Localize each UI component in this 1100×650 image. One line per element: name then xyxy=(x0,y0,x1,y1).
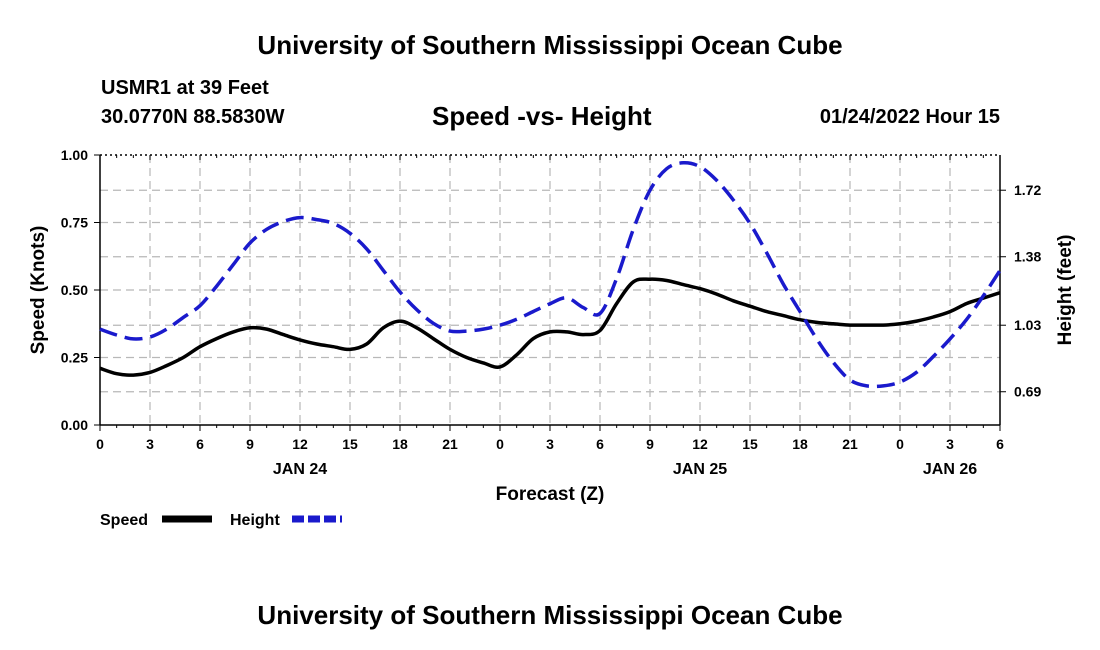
legend-height-label: Height xyxy=(230,512,280,529)
data-series xyxy=(99,161,1002,389)
y-tick-label: 0.25 xyxy=(61,350,88,366)
x-tick-label: 12 xyxy=(292,436,308,452)
x-tick-label: 0 xyxy=(896,436,904,452)
y2-tick-label: 1.72 xyxy=(1014,182,1041,198)
y2-tick-label: 0.69 xyxy=(1014,384,1041,400)
y-tick-label: 0.75 xyxy=(61,215,88,231)
x-axis-title: Forecast (Z) xyxy=(496,484,605,505)
y-tick-label: 1.00 xyxy=(61,147,88,163)
y2-tick-label: 1.03 xyxy=(1014,317,1041,333)
x-tick-label: 0 xyxy=(496,436,504,452)
x-tick-label: 3 xyxy=(946,436,954,452)
forecast-datetime: 01/24/2022 Hour 15 xyxy=(819,106,1000,128)
x-tick-label: 9 xyxy=(246,436,254,452)
x-tick-label: 0 xyxy=(96,436,104,452)
x-tick-label: 18 xyxy=(392,436,408,452)
y-axis-title: Speed (Knots) xyxy=(28,226,49,355)
date-label: JAN 25 xyxy=(673,461,727,478)
station-coordinates: 30.0770N 88.5830W xyxy=(101,106,285,128)
x-tick-label: 3 xyxy=(146,436,154,452)
axes xyxy=(94,154,1006,431)
x-tick-label: 15 xyxy=(342,436,358,452)
top-title: University of Southern Mississippi Ocean… xyxy=(257,30,843,60)
date-label: JAN 24 xyxy=(273,461,327,478)
x-tick-label: 6 xyxy=(196,436,204,452)
x-tick-label: 15 xyxy=(742,436,758,452)
legend: Speed Height xyxy=(100,512,342,529)
height-series-line xyxy=(99,161,1002,389)
x-tick-label: 6 xyxy=(996,436,1004,452)
x-tick-label: 6 xyxy=(596,436,604,452)
x-tick-label: 12 xyxy=(692,436,708,452)
bottom-title: University of Southern Mississippi Ocean… xyxy=(257,600,843,630)
y2-axis-title: Height (feet) xyxy=(1055,235,1076,346)
chart-title: Speed -vs- Height xyxy=(432,101,652,131)
y2-tick-label: 1.38 xyxy=(1014,249,1041,265)
axis-labels: 0 3 6 9 12 15 18 21 0 3 6 9 12 15 18 21 0 3 6 0.00 0.25 0.50 0… xyxy=(28,147,1076,505)
speed-series-line xyxy=(99,277,1001,377)
legend-speed-label: Speed xyxy=(100,512,148,529)
x-tick-label: 9 xyxy=(646,436,654,452)
grid-lines xyxy=(100,155,1000,425)
x-tick-label: 21 xyxy=(442,436,458,452)
x-tick-label: 3 xyxy=(546,436,554,452)
date-label: JAN 26 xyxy=(923,461,977,478)
y-tick-label: 0.50 xyxy=(61,282,88,298)
station-label: USMR1 at 39 Feet xyxy=(101,77,269,99)
x-tick-label: 18 xyxy=(792,436,808,452)
y-tick-label: 0.00 xyxy=(61,417,88,433)
x-tick-label: 21 xyxy=(842,436,858,452)
